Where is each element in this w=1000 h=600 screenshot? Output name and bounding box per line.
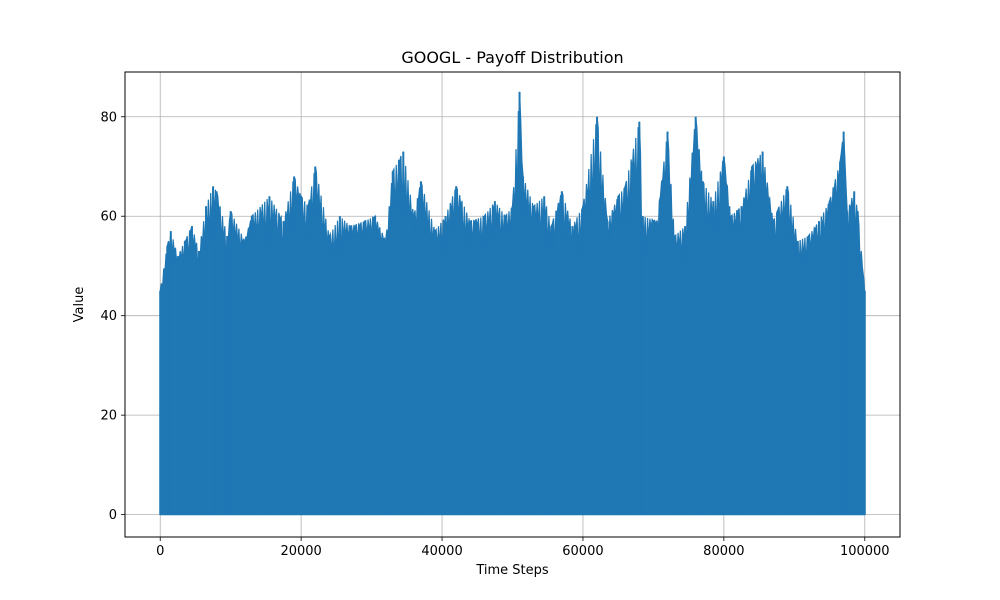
x-tick-label: 60000 xyxy=(562,544,603,559)
x-tick-label: 0 xyxy=(156,544,164,559)
plot-data xyxy=(159,91,866,516)
y-axis-label: Value xyxy=(72,287,87,323)
y-tick-label: 40 xyxy=(100,309,117,324)
y-tick-label: 80 xyxy=(100,110,117,125)
axis-ticks: 0 20000 40000 60000 80000 100000 0 20 40 60 80 xyxy=(100,110,889,559)
x-tick-label: 80000 xyxy=(703,544,744,559)
x-tick-label: 100000 xyxy=(840,544,890,559)
x-axis-label: Time Steps xyxy=(475,563,549,578)
y-tick-label: 0 xyxy=(109,508,117,523)
y-tick-label: 20 xyxy=(100,409,117,424)
y-tick-label: 60 xyxy=(100,210,117,225)
x-tick-label: 40000 xyxy=(421,544,462,559)
x-tick-label: 20000 xyxy=(280,544,321,559)
chart-title: GOOGL - Payoff Distribution xyxy=(401,48,623,67)
plot-frame xyxy=(124,71,901,538)
